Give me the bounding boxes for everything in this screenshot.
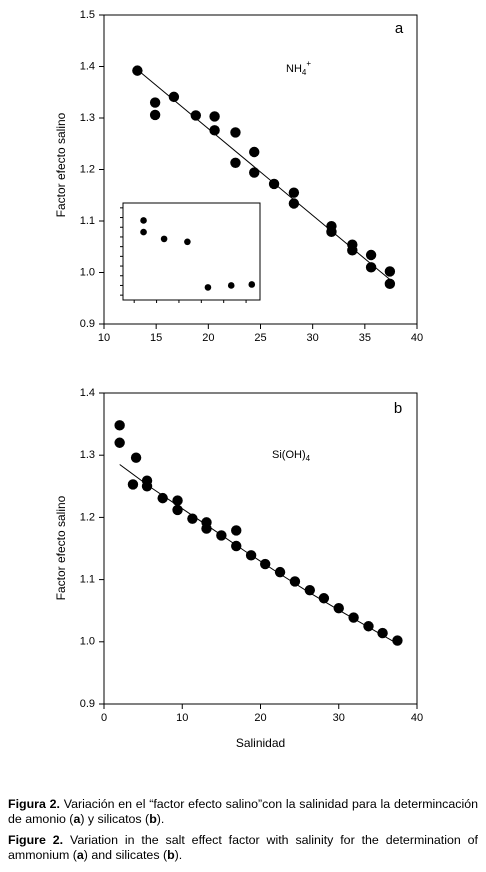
- caption-spanish-panel-b: b: [149, 812, 157, 826]
- chart-a-data-point: [384, 266, 396, 277]
- chart-a-data-point: [230, 127, 241, 138]
- chart-b-data-point: [333, 603, 344, 614]
- chart-b-data-point: [231, 525, 242, 536]
- chart-b-data-point: [245, 550, 257, 561]
- chart-b-y-tick-label: 1.0: [80, 636, 95, 648]
- caption-spanish-text-2: ) y silicatos (: [80, 812, 150, 826]
- chart-a-x-tick-label: 40: [411, 332, 423, 344]
- chart-a-data-point: [132, 65, 143, 76]
- chart-b-data-point: [157, 492, 168, 504]
- caption-spanish-text-1: Variación en el “factor efecto salino”co…: [8, 797, 478, 826]
- chart-a-data-point: [326, 226, 337, 238]
- chart-a-data-point: [365, 262, 377, 273]
- chart-a-inset-data-point: [140, 228, 147, 236]
- chart-a-y-tick-label: 0.9: [80, 318, 95, 330]
- chart-b-data-point: [172, 495, 183, 506]
- chart-b-x-tick-label: 10: [176, 712, 188, 724]
- caption-spanish-panel-a: a: [73, 812, 81, 826]
- chart-b-data-point: [216, 530, 227, 541]
- chart-a-x-tick-label: 15: [150, 332, 162, 344]
- chart-b-y-tick-label: 1.3: [80, 449, 95, 461]
- chart-b-data-point: [141, 481, 153, 492]
- chart-a-y-tick-label: 1.3: [80, 112, 95, 124]
- chart-a-y-tick-label: 1.4: [80, 60, 95, 72]
- chart-b-data-point: [201, 523, 212, 534]
- caption-english: Figure 2. Variation in the salt effect f…: [8, 833, 478, 863]
- chart-a-data-point: [168, 91, 180, 103]
- chart-b-species-annotation: Si(OH)4: [272, 449, 311, 463]
- chart-a-data-point: [249, 167, 260, 178]
- chart-a-x-tick-label: 10: [98, 332, 110, 344]
- chart-b-data-point: [318, 593, 330, 604]
- chart-a-data-point: [149, 109, 161, 121]
- chart-a-x-tick-label: 25: [254, 332, 266, 344]
- chart-b-data-point: [363, 621, 374, 632]
- chart-a-data-point: [288, 198, 300, 209]
- caption-spanish: Figura 2. Variación en el “factor efecto…: [8, 797, 478, 827]
- chart-a-data-point: [347, 245, 358, 256]
- chart-a-data-point: [249, 146, 260, 158]
- chart-a-x-tick-label: 35: [359, 332, 371, 344]
- chart-a-data-point: [149, 97, 161, 108]
- chart-a-inset-data-point: [160, 235, 168, 243]
- chart-b-data-point: [392, 635, 403, 646]
- chart-a-data-point: [209, 111, 220, 122]
- chart-b-y-tick-label: 0.9: [80, 698, 95, 710]
- caption-english-text-3: ).: [174, 848, 183, 862]
- chart-b-data-point: [114, 420, 125, 431]
- chart-a-inset-data-point: [184, 238, 191, 246]
- chart-b-data-point: [187, 513, 198, 524]
- chart-a-data-point: [268, 178, 280, 190]
- chart-a-y-tick-label: 1.1: [80, 215, 95, 227]
- chart-b-x-tick-label: 20: [254, 712, 266, 724]
- caption-english-panel-a: a: [76, 848, 84, 862]
- chart-b-data-point: [274, 566, 286, 578]
- chart-b-y-tick-label: 1.4: [80, 387, 95, 399]
- chart-a-data-point: [190, 110, 202, 121]
- caption-english-text-1: Variation in the salt effect factor with…: [8, 833, 479, 862]
- chart-b-data-point: [377, 627, 388, 639]
- chart-b-data-point: [348, 612, 359, 623]
- chart-a-y-axis-label: Factor efecto salino: [54, 112, 68, 217]
- chart-a-panel-label: a: [395, 20, 404, 37]
- chart-b-plot-frame: [103, 392, 418, 705]
- chart-a-inset-data-point: [140, 217, 147, 224]
- chart-a-inset-data-point: [204, 284, 212, 291]
- chart-a-inset-data-point: [227, 282, 235, 289]
- chart-b-x-tick-label: 40: [411, 712, 423, 724]
- caption-english-label: Figure 2.: [8, 833, 64, 847]
- chart-a-x-tick-label: 30: [307, 332, 319, 344]
- chart-b-data-point: [231, 540, 242, 552]
- chart-b-y-tick-label: 1.1: [80, 574, 95, 586]
- chart-a-inset-data-point: [248, 281, 256, 288]
- chart-b-data-point: [114, 437, 125, 448]
- chart-b-panel-label: b: [394, 400, 402, 417]
- chart-a-y-tick-label: 1.5: [80, 9, 95, 21]
- caption-spanish-text-3: ).: [156, 812, 165, 826]
- chart-a-data-point: [209, 125, 220, 136]
- caption-spanish-label: Figura 2.: [8, 797, 60, 811]
- chart-a-data-point: [288, 187, 300, 198]
- chart-a-y-tick-label: 1.0: [80, 266, 95, 278]
- chart-b-data-point: [289, 576, 301, 587]
- chart-b-x-axis-label: Salinidad: [236, 736, 285, 750]
- chart-a-data-point: [384, 278, 396, 290]
- chart-a-data-point: [365, 249, 377, 261]
- chart-a-x-tick-label: 20: [202, 332, 214, 344]
- chart-a-data-point: [230, 157, 241, 169]
- figure-charts: 10 15 20 25 30 35 40 0.9 1.0 1.1 1.2 1.3 1.4 1.5 Facto…: [54, 9, 423, 750]
- caption-english-text-2: ) and silicates (: [83, 848, 168, 862]
- chart-b-data-point: [130, 452, 142, 463]
- chart-b-data-point: [127, 479, 139, 490]
- chart-b-data-point: [259, 558, 271, 570]
- chart-a-species-annotation: NH4+: [286, 59, 311, 77]
- chart-b-data-point: [304, 584, 315, 596]
- chart-b-y-tick-label: 1.2: [80, 511, 95, 523]
- chart-a-y-tick-label: 1.2: [80, 163, 95, 175]
- chart-b-x-tick-label: 0: [101, 712, 107, 724]
- chart-b-y-axis-label: Factor efecto salino: [54, 495, 68, 600]
- caption-english-panel-b: b: [167, 848, 175, 862]
- chart-b-x-tick-label: 30: [333, 712, 345, 724]
- chart-b-data-point: [172, 504, 183, 516]
